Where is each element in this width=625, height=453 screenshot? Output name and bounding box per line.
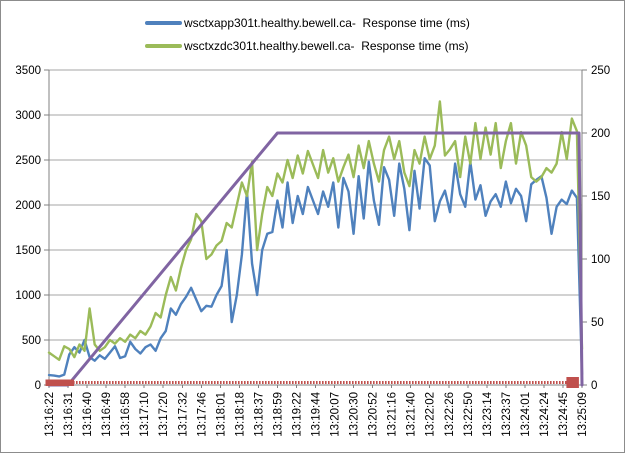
x-tick-label: 13:22:26	[444, 392, 456, 437]
x-tick-label: 13:24:45	[558, 392, 570, 437]
left-axis-tick-label: 2000	[15, 200, 41, 212]
x-tick-label: 13:16:22	[44, 392, 56, 437]
left-axis-tick-label: 3000	[15, 110, 41, 122]
left-axis-tick-label: 1500	[15, 245, 41, 257]
x-tick-label: 13:21:16	[387, 392, 399, 437]
x-tick-label: 13:17:10	[139, 392, 151, 437]
legend-item-app[interactable]: wsctxapp301t.healthy.bewell.ca- Response…	[145, 11, 470, 34]
x-tick-label: 13:17:20	[158, 392, 170, 437]
x-tick-label: 13:16:40	[82, 392, 94, 437]
left-axis-tick-label: 1000	[15, 290, 41, 302]
right-axis-tick-label: 200	[591, 128, 610, 140]
legend-line-swatch-green	[145, 43, 182, 48]
x-tick-label: 13:20:52	[368, 392, 380, 437]
x-tick-label: 13:20:07	[330, 392, 342, 437]
x-tick-label: 13:18:01	[215, 392, 227, 437]
x-tick-label: 13:19:44	[311, 391, 323, 436]
x-tick-label: 13:19:22	[291, 392, 303, 437]
x-tick-label: 13:24:24	[539, 391, 551, 436]
x-tick-label: 13:23:37	[501, 392, 513, 437]
x-tick-label: 13:22:50	[463, 392, 475, 437]
x-tick-label: 13:22:02	[425, 392, 437, 437]
series-line-app	[47, 156, 584, 378]
legend-label: wsctxzdc301t.healthy.bewell.ca- Response…	[184, 38, 469, 53]
left-axis-tick-label: 500	[22, 335, 41, 347]
legend-item-zdc[interactable]: wsctxzdc301t.healthy.bewell.ca- Response…	[145, 34, 470, 57]
x-tick-label: 13:25:09	[577, 392, 589, 437]
x-tick-label: 13:18:18	[234, 392, 246, 437]
x-tick-label: 13:24:01	[520, 392, 532, 437]
left-axis-tick-label: 2500	[15, 155, 41, 167]
zero-marker-end-square	[566, 377, 579, 388]
right-axis-tick-label: 50	[591, 317, 604, 329]
x-tick-label: 13:21:40	[406, 392, 418, 437]
x-tick-label: 13:20:30	[349, 392, 361, 437]
left-axis-tick-label: 0	[35, 380, 41, 392]
x-tick-label: 13:17:32	[177, 392, 189, 437]
x-tick-label: 13:17:46	[196, 392, 208, 437]
right-axis-tick-label: 0	[591, 380, 597, 392]
x-tick-label: 13:18:37	[253, 392, 265, 437]
x-tick-label: 13:16:31	[63, 392, 75, 437]
zero-marker-start-block	[45, 379, 75, 386]
chart-legend: wsctxapp301t.healthy.bewell.ca- Response…	[145, 11, 470, 57]
right-axis-tick-label: 150	[591, 191, 610, 203]
right-axis-tick-label: 250	[591, 65, 610, 77]
x-tick-label: 13:23:14	[482, 391, 494, 436]
x-tick-label: 13:16:49	[101, 392, 113, 437]
legend-label: wsctxapp301t.healthy.bewell.ca- Response…	[184, 15, 470, 30]
right-axis-tick-label: 100	[591, 254, 610, 266]
series-line-zdc	[47, 100, 584, 361]
left-axis-tick-label: 3500	[15, 65, 41, 77]
legend-line-swatch-blue	[145, 20, 182, 25]
x-tick-label: 13:16:58	[120, 392, 132, 437]
x-tick-label: 13:18:59	[272, 392, 284, 437]
